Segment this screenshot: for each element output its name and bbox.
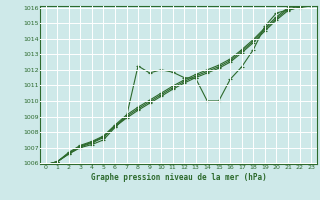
X-axis label: Graphe pression niveau de la mer (hPa): Graphe pression niveau de la mer (hPa)	[91, 173, 266, 182]
